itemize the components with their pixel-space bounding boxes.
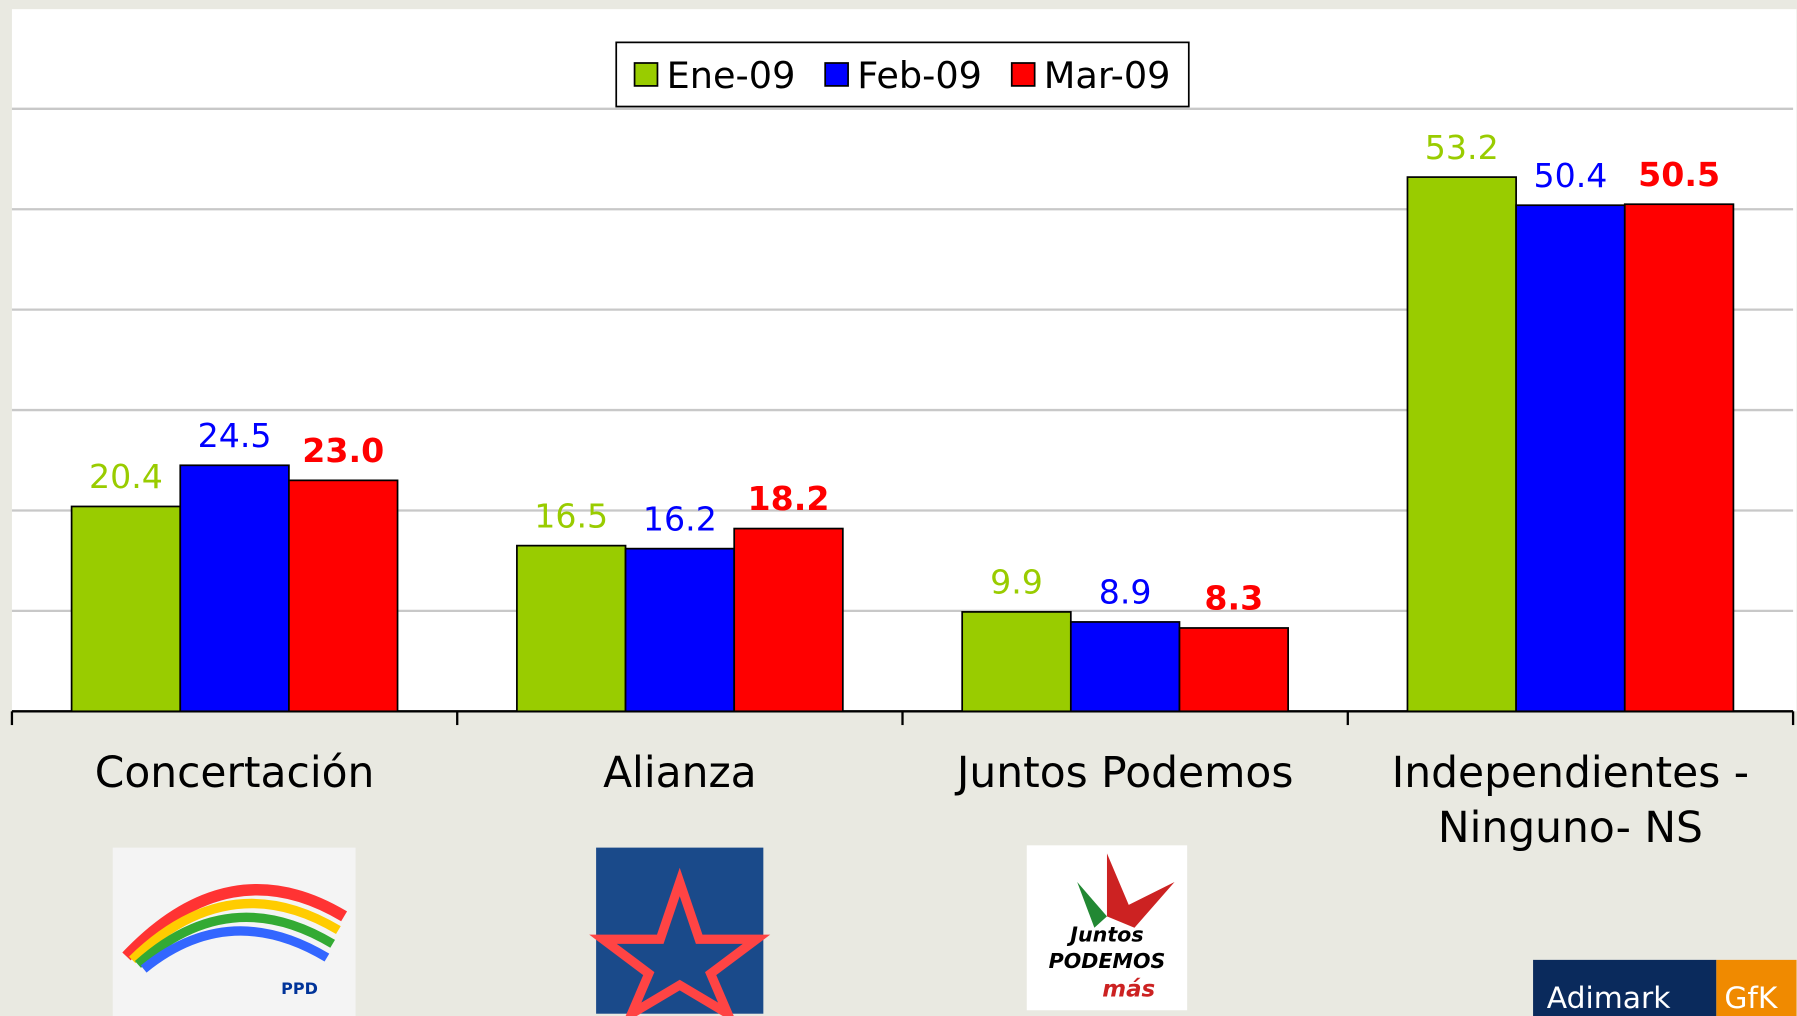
legend-swatch [633, 62, 659, 87]
bar [1515, 204, 1626, 713]
legend-label: Ene-09 [667, 54, 796, 97]
bar [1178, 627, 1289, 713]
value-label: 9.9 [990, 563, 1043, 602]
legend-label: Feb-09 [857, 54, 982, 97]
value-label: 24.5 [198, 416, 272, 455]
bar [179, 464, 290, 713]
bar [70, 505, 182, 713]
logo-arc [140, 926, 330, 973]
legend: Ene-09 Feb-09 Mar-09 [615, 41, 1190, 108]
legend-swatch [1010, 62, 1036, 87]
value-label: 8.3 [1204, 579, 1263, 618]
logo-arc [129, 899, 341, 964]
x-label-box: Concertación [94, 747, 375, 798]
x-label-box: Juntos Podemos [956, 747, 1294, 798]
logo-gfk [1716, 959, 1797, 1016]
bar [733, 527, 844, 713]
bar [1069, 621, 1181, 713]
logo-text: PODEMOS [1049, 949, 1166, 973]
logo-arc [134, 912, 336, 968]
logo-star [589, 867, 771, 1016]
logo-pinwheel [1077, 881, 1107, 928]
value-label: 16.2 [643, 499, 717, 538]
bar [961, 611, 1072, 713]
value-label: 18.2 [748, 479, 830, 518]
bar [624, 547, 736, 713]
logo-arc [122, 884, 348, 961]
logo-text: más [1102, 977, 1155, 1003]
x-tick-label: Alianza [603, 747, 757, 798]
bar [288, 479, 399, 713]
value-label: 16.5 [534, 496, 608, 535]
value-label: 8.9 [1099, 573, 1152, 612]
legend-swatch [824, 62, 849, 87]
bar [1623, 203, 1735, 713]
value-label: 50.4 [1533, 156, 1607, 195]
logo-pinwheel [1106, 853, 1175, 928]
logo-adimark [1533, 959, 1717, 1016]
x-tick-label: Concertación [94, 747, 375, 798]
logo-text: PPD [281, 979, 318, 998]
logos: PPD Juntos PODEMOS más Adimark GfK [112, 845, 1797, 1016]
x-tick-label: Independientes - Ninguno- NS [1391, 747, 1750, 853]
value-label: 50.5 [1638, 155, 1720, 194]
logo-text: GfK [1724, 981, 1779, 1016]
value-label: 53.2 [1425, 128, 1499, 167]
logo-text: Adimark [1547, 981, 1671, 1016]
legend-label: Mar-09 [1044, 54, 1171, 97]
legend-box [615, 41, 1190, 108]
bar [516, 544, 627, 713]
x-label-box: Alianza [603, 747, 757, 798]
value-label: 20.4 [89, 457, 163, 496]
x-tick-label: Juntos Podemos [956, 747, 1294, 798]
value-label: 23.0 [302, 431, 384, 470]
bar [1406, 176, 1517, 713]
logo-text: Juntos [1066, 923, 1143, 947]
x-label-box: Independientes - Ninguno- NS [1391, 747, 1750, 853]
